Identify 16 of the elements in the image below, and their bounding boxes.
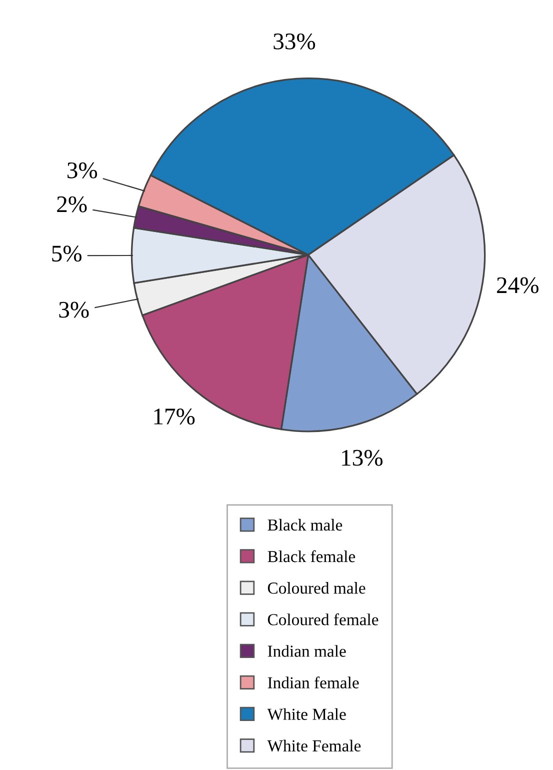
legend-label: Black female [268,550,356,562]
data-label: 3% [68,162,98,178]
data-label: 33% [274,33,316,50]
legend-label: Black male [268,518,342,531]
data-label: 3% [59,302,89,318]
legend-label: Indian male [268,645,346,657]
data-label: 5% [52,246,82,262]
legend-label: Coloured female [268,613,378,626]
data-label: 2% [57,196,87,212]
data-label: 13% [342,450,383,466]
data-label: 24% [497,277,538,294]
legend-label: Indian female [268,676,359,688]
legend-label: White Male [267,708,346,720]
legend-label: White Female [267,740,361,752]
data-label: 17% [154,408,195,425]
legend-label: Coloured male [268,582,366,594]
